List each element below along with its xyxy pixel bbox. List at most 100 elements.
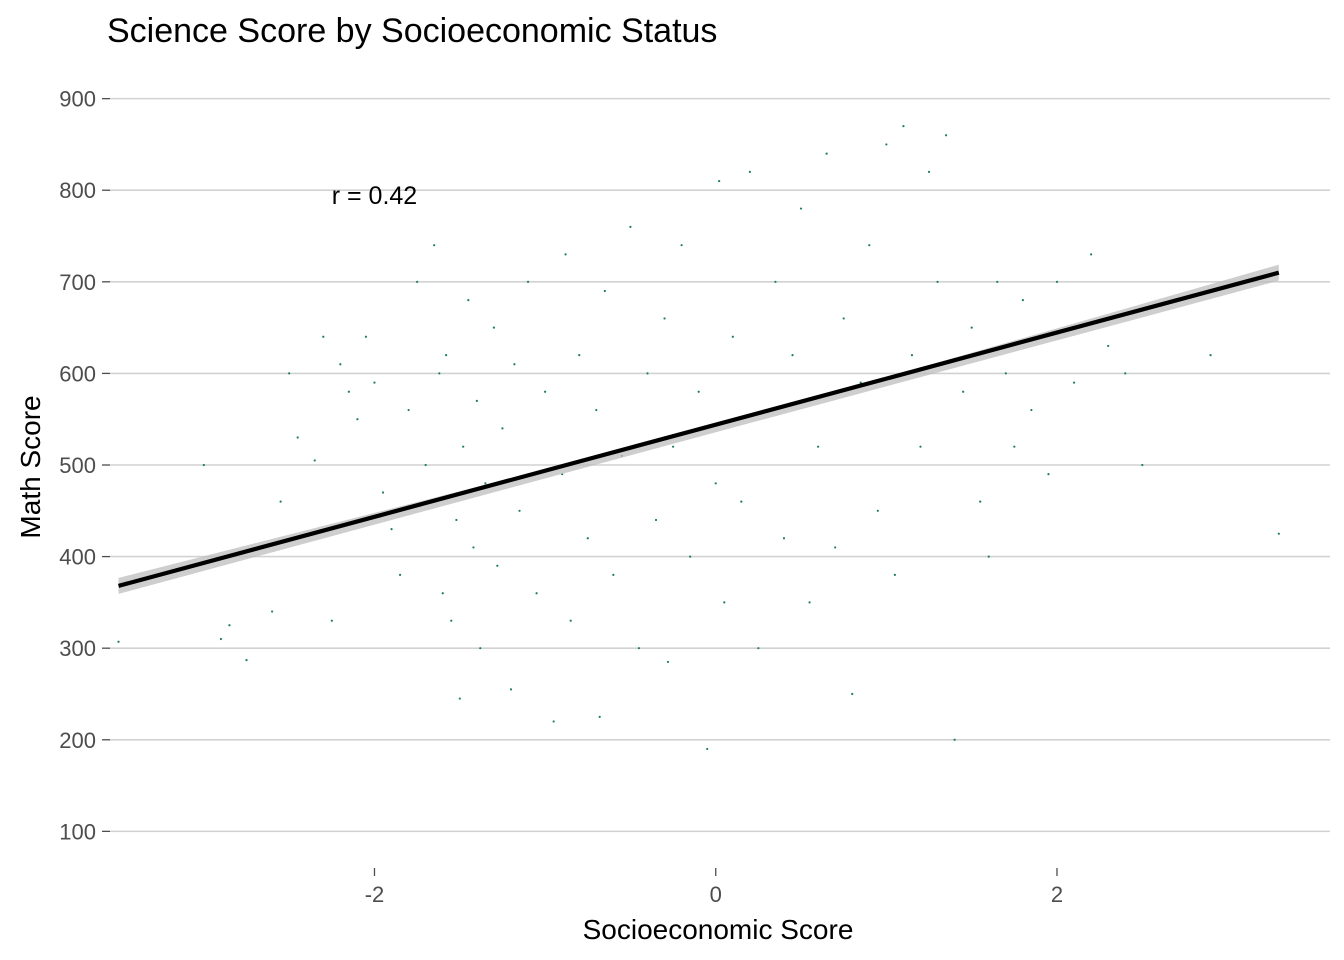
data-point xyxy=(347,390,350,393)
y-tick-label: 900 xyxy=(59,87,96,112)
data-point xyxy=(398,573,402,577)
data-point xyxy=(270,610,274,613)
data-point xyxy=(245,658,248,662)
data-point xyxy=(407,408,410,412)
data-point xyxy=(706,747,709,751)
data-point xyxy=(356,418,359,421)
gridlines xyxy=(110,97,1330,833)
data-point xyxy=(817,445,820,448)
data-point xyxy=(1209,353,1212,357)
y-tick-label: 600 xyxy=(59,361,96,386)
confidence-ribbon xyxy=(118,264,1279,594)
regression-line xyxy=(117,270,1280,588)
data-point xyxy=(219,637,223,641)
data-point xyxy=(339,363,342,366)
y-tick-label: 800 xyxy=(59,178,96,203)
data-point xyxy=(1124,372,1127,375)
data-point xyxy=(612,573,615,577)
data-point xyxy=(472,546,475,549)
data-point xyxy=(666,660,670,664)
data-point xyxy=(979,500,982,503)
data-point xyxy=(445,353,448,357)
data-point xyxy=(718,179,721,183)
data-point xyxy=(578,353,581,357)
data-point xyxy=(970,326,973,329)
data-point xyxy=(595,408,598,412)
data-point xyxy=(885,143,888,146)
data-point xyxy=(552,720,555,723)
data-point xyxy=(535,592,538,595)
data-point xyxy=(479,647,482,650)
data-point xyxy=(680,244,683,247)
data-point xyxy=(117,640,120,643)
data-point xyxy=(544,390,547,393)
data-point xyxy=(927,170,931,174)
y-tick-label: 100 xyxy=(59,819,96,844)
data-point xyxy=(455,518,458,522)
data-point xyxy=(629,225,632,228)
data-points xyxy=(117,125,1280,751)
x-tick-label: -2 xyxy=(365,882,385,907)
data-point xyxy=(1277,532,1280,535)
data-point xyxy=(1013,445,1016,448)
data-point xyxy=(492,326,496,329)
data-point xyxy=(697,390,700,393)
data-point xyxy=(330,619,333,622)
data-point xyxy=(791,353,794,357)
data-point xyxy=(475,399,478,402)
correlation-annotation: r = 0.42 xyxy=(332,182,417,210)
data-point xyxy=(569,619,572,622)
data-point xyxy=(296,436,299,439)
data-point xyxy=(467,299,470,302)
data-point xyxy=(603,289,606,293)
data-point xyxy=(868,244,871,247)
data-point xyxy=(851,692,854,696)
chart-title: Science Score by Socioeconomic Status xyxy=(107,12,717,50)
data-point xyxy=(919,445,922,448)
data-point xyxy=(1047,473,1050,476)
data-point xyxy=(637,647,641,650)
y-axis-title: Math Score xyxy=(15,395,46,538)
data-point xyxy=(424,463,427,467)
data-point xyxy=(902,125,905,128)
data-point xyxy=(322,335,325,338)
x-tick-label: 0 xyxy=(710,882,722,907)
data-point xyxy=(714,482,717,485)
data-point xyxy=(364,335,368,338)
data-point xyxy=(381,491,385,494)
data-point xyxy=(288,372,291,375)
data-point xyxy=(513,363,516,366)
data-point xyxy=(598,715,601,718)
data-point xyxy=(202,463,205,467)
data-point xyxy=(1021,299,1024,302)
data-point xyxy=(1072,381,1076,384)
data-point xyxy=(373,381,376,384)
data-point xyxy=(757,647,760,650)
data-point xyxy=(689,555,692,558)
data-point xyxy=(450,619,453,622)
y-tick-label: 300 xyxy=(59,636,96,661)
data-point xyxy=(944,134,948,137)
data-point xyxy=(893,573,896,577)
y-tick-label: 200 xyxy=(59,728,96,753)
axis-ticks: 100 200 300 400 500 600 700 800 900 -2 0 2 xyxy=(59,87,1063,907)
data-point xyxy=(462,445,465,448)
data-point xyxy=(748,170,751,174)
data-point xyxy=(1055,280,1059,283)
data-point xyxy=(996,280,999,283)
data-point xyxy=(987,555,990,558)
data-point xyxy=(390,528,393,531)
data-point xyxy=(313,459,316,462)
data-point xyxy=(433,244,436,247)
data-point xyxy=(1107,344,1110,348)
data-point xyxy=(859,381,862,384)
data-point xyxy=(496,564,499,567)
data-point xyxy=(438,372,441,375)
data-point xyxy=(1030,408,1033,412)
data-point xyxy=(936,280,939,283)
data-point xyxy=(953,738,956,741)
data-point xyxy=(663,317,666,320)
data-point xyxy=(458,697,461,700)
data-point xyxy=(646,372,649,375)
